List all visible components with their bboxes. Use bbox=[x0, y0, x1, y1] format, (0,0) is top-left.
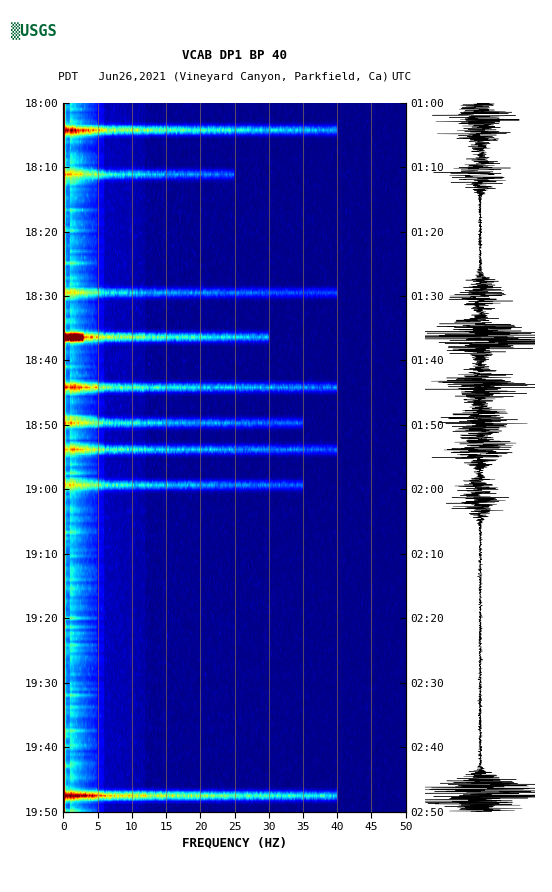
X-axis label: FREQUENCY (HZ): FREQUENCY (HZ) bbox=[182, 837, 287, 849]
Text: PDT   Jun26,2021 (Vineyard Canyon, Parkfield, Ca): PDT Jun26,2021 (Vineyard Canyon, Parkfie… bbox=[58, 72, 389, 82]
Text: ▒USGS: ▒USGS bbox=[11, 22, 57, 40]
Text: UTC: UTC bbox=[391, 72, 411, 82]
Text: VCAB DP1 BP 40: VCAB DP1 BP 40 bbox=[182, 49, 287, 62]
